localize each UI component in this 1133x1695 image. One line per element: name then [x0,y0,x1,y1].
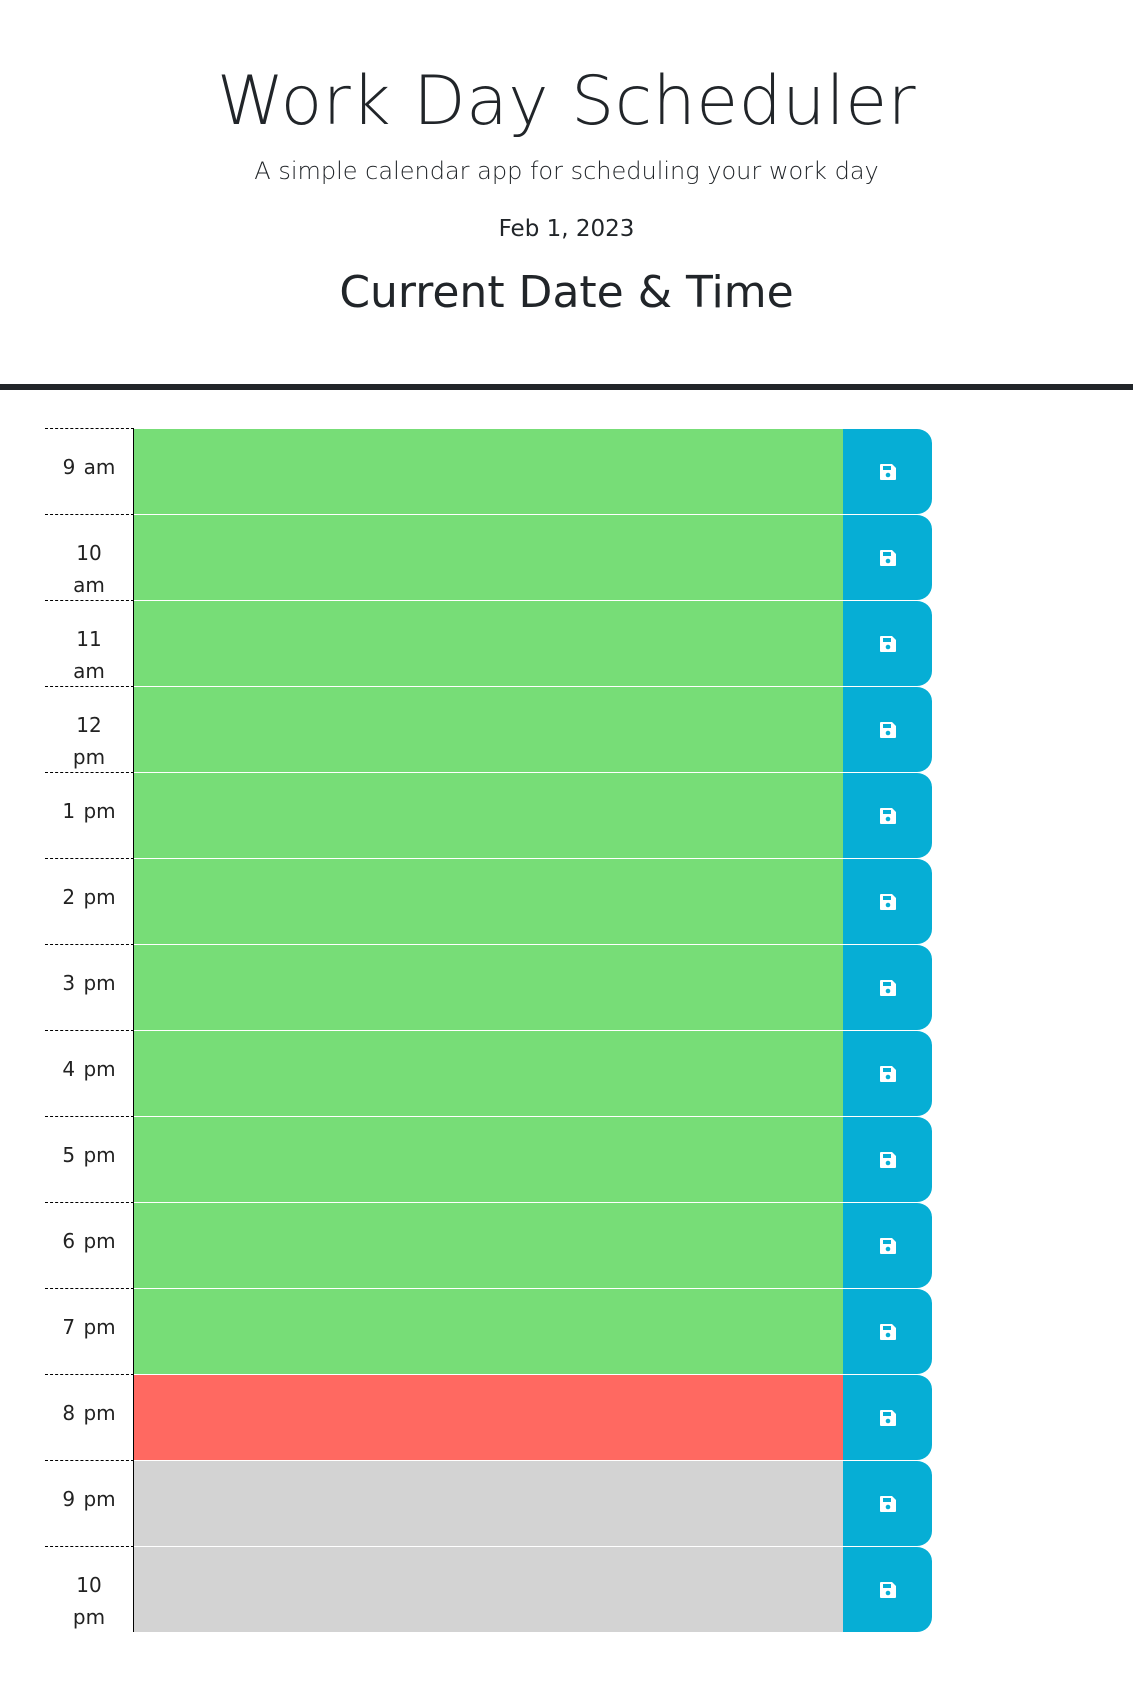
event-description-input[interactable] [134,944,843,1030]
floppy-disk-icon [879,549,896,566]
event-description-input[interactable] [134,514,843,600]
save-button[interactable] [843,1546,932,1632]
event-description-input[interactable] [134,1116,843,1202]
hour-label: 6 pm [45,1202,134,1288]
save-button[interactable] [843,858,932,944]
time-block-row: 10 am [45,514,933,600]
event-description-input[interactable] [134,686,843,772]
time-block-row: 2 pm [45,858,933,944]
time-block-row: 10 pm [45,1546,933,1632]
time-block-row: 5 pm [45,1116,933,1202]
floppy-disk-icon [879,1495,896,1512]
event-description-input[interactable] [134,1202,843,1288]
hour-label-text: 8 pm [62,1401,116,1425]
hour-label-text: 10 am [73,541,105,597]
floppy-disk-icon [879,1323,896,1340]
floppy-disk-icon [879,1065,896,1082]
hour-label-text: 5 pm [62,1143,116,1167]
hour-label: 8 pm [45,1374,134,1460]
hour-label-text: 4 pm [62,1057,116,1081]
current-date: Feb 1, 2023 [498,216,635,242]
time-block-row: 9 pm [45,1460,933,1546]
hour-label-text: 6 pm [62,1229,116,1253]
hour-label-text: 9 am [62,455,116,479]
event-description-input[interactable] [134,1374,843,1460]
time-block-row: 8 pm [45,1374,933,1460]
save-button[interactable] [843,514,932,600]
hour-label: 10 am [45,514,134,600]
event-description-input[interactable] [134,858,843,944]
page-title: Work Day Scheduler [216,62,917,141]
hour-label: 4 pm [45,1030,134,1116]
event-description-input[interactable] [134,1460,843,1546]
hour-label: 9 am [45,428,134,514]
time-block-row: 1 pm [45,772,933,858]
hour-label-text: 12 pm [72,713,106,769]
save-button[interactable] [843,428,932,514]
floppy-disk-icon [879,463,896,480]
hour-label: 1 pm [45,772,134,858]
page-header: Work Day Scheduler A simple calendar app… [0,0,1133,390]
hour-label: 7 pm [45,1288,134,1374]
floppy-disk-icon [879,1409,896,1426]
hour-label-text: 3 pm [62,971,116,995]
event-description-input[interactable] [134,1546,843,1632]
floppy-disk-icon [879,635,896,652]
hour-label-text: 10 pm [72,1573,106,1629]
current-date-time-heading: Current Date & Time [339,267,794,318]
event-description-input[interactable] [134,600,843,686]
floppy-disk-icon [879,1151,896,1168]
hour-label: 2 pm [45,858,134,944]
time-block-row: 11 am [45,600,933,686]
page-subtitle: A simple calendar app for scheduling you… [254,157,879,185]
floppy-disk-icon [879,979,896,996]
save-button[interactable] [843,686,932,772]
save-button[interactable] [843,1030,932,1116]
hour-label: 3 pm [45,944,134,1030]
hour-label: 5 pm [45,1116,134,1202]
time-block-row: 6 pm [45,1202,933,1288]
floppy-disk-icon [879,807,896,824]
time-block-row: 7 pm [45,1288,933,1374]
save-button[interactable] [843,944,932,1030]
event-description-input[interactable] [134,772,843,858]
hour-label-text: 11 am [73,627,105,683]
hour-label-text: 7 pm [62,1315,116,1339]
event-description-input[interactable] [134,1288,843,1374]
save-button[interactable] [843,1460,932,1546]
hour-label-text: 9 pm [62,1487,116,1511]
save-button[interactable] [843,1374,932,1460]
floppy-disk-icon [879,1581,896,1598]
save-button[interactable] [843,772,932,858]
save-button[interactable] [843,600,932,686]
hour-label: 12 pm [45,686,134,772]
hour-label-text: 2 pm [62,885,116,909]
time-block-row: 3 pm [45,944,933,1030]
hour-label: 9 pm [45,1460,134,1546]
time-block-row: 12 pm [45,686,933,772]
schedule-container: 9 am 10 am 11 am 12 pm 1 pm 2 pm 3 pm 4 pm 5 pm 6… [45,428,933,1632]
hour-label-text: 1 pm [62,799,116,823]
hour-label: 11 am [45,600,134,686]
save-button[interactable] [843,1116,932,1202]
floppy-disk-icon [879,1237,896,1254]
hour-label: 10 pm [45,1546,134,1632]
floppy-disk-icon [879,893,896,910]
time-block-row: 4 pm [45,1030,933,1116]
floppy-disk-icon [879,721,896,738]
event-description-input[interactable] [134,1030,843,1116]
time-block-row: 9 am [45,428,933,514]
save-button[interactable] [843,1202,932,1288]
event-description-input[interactable] [134,428,843,514]
save-button[interactable] [843,1288,932,1374]
